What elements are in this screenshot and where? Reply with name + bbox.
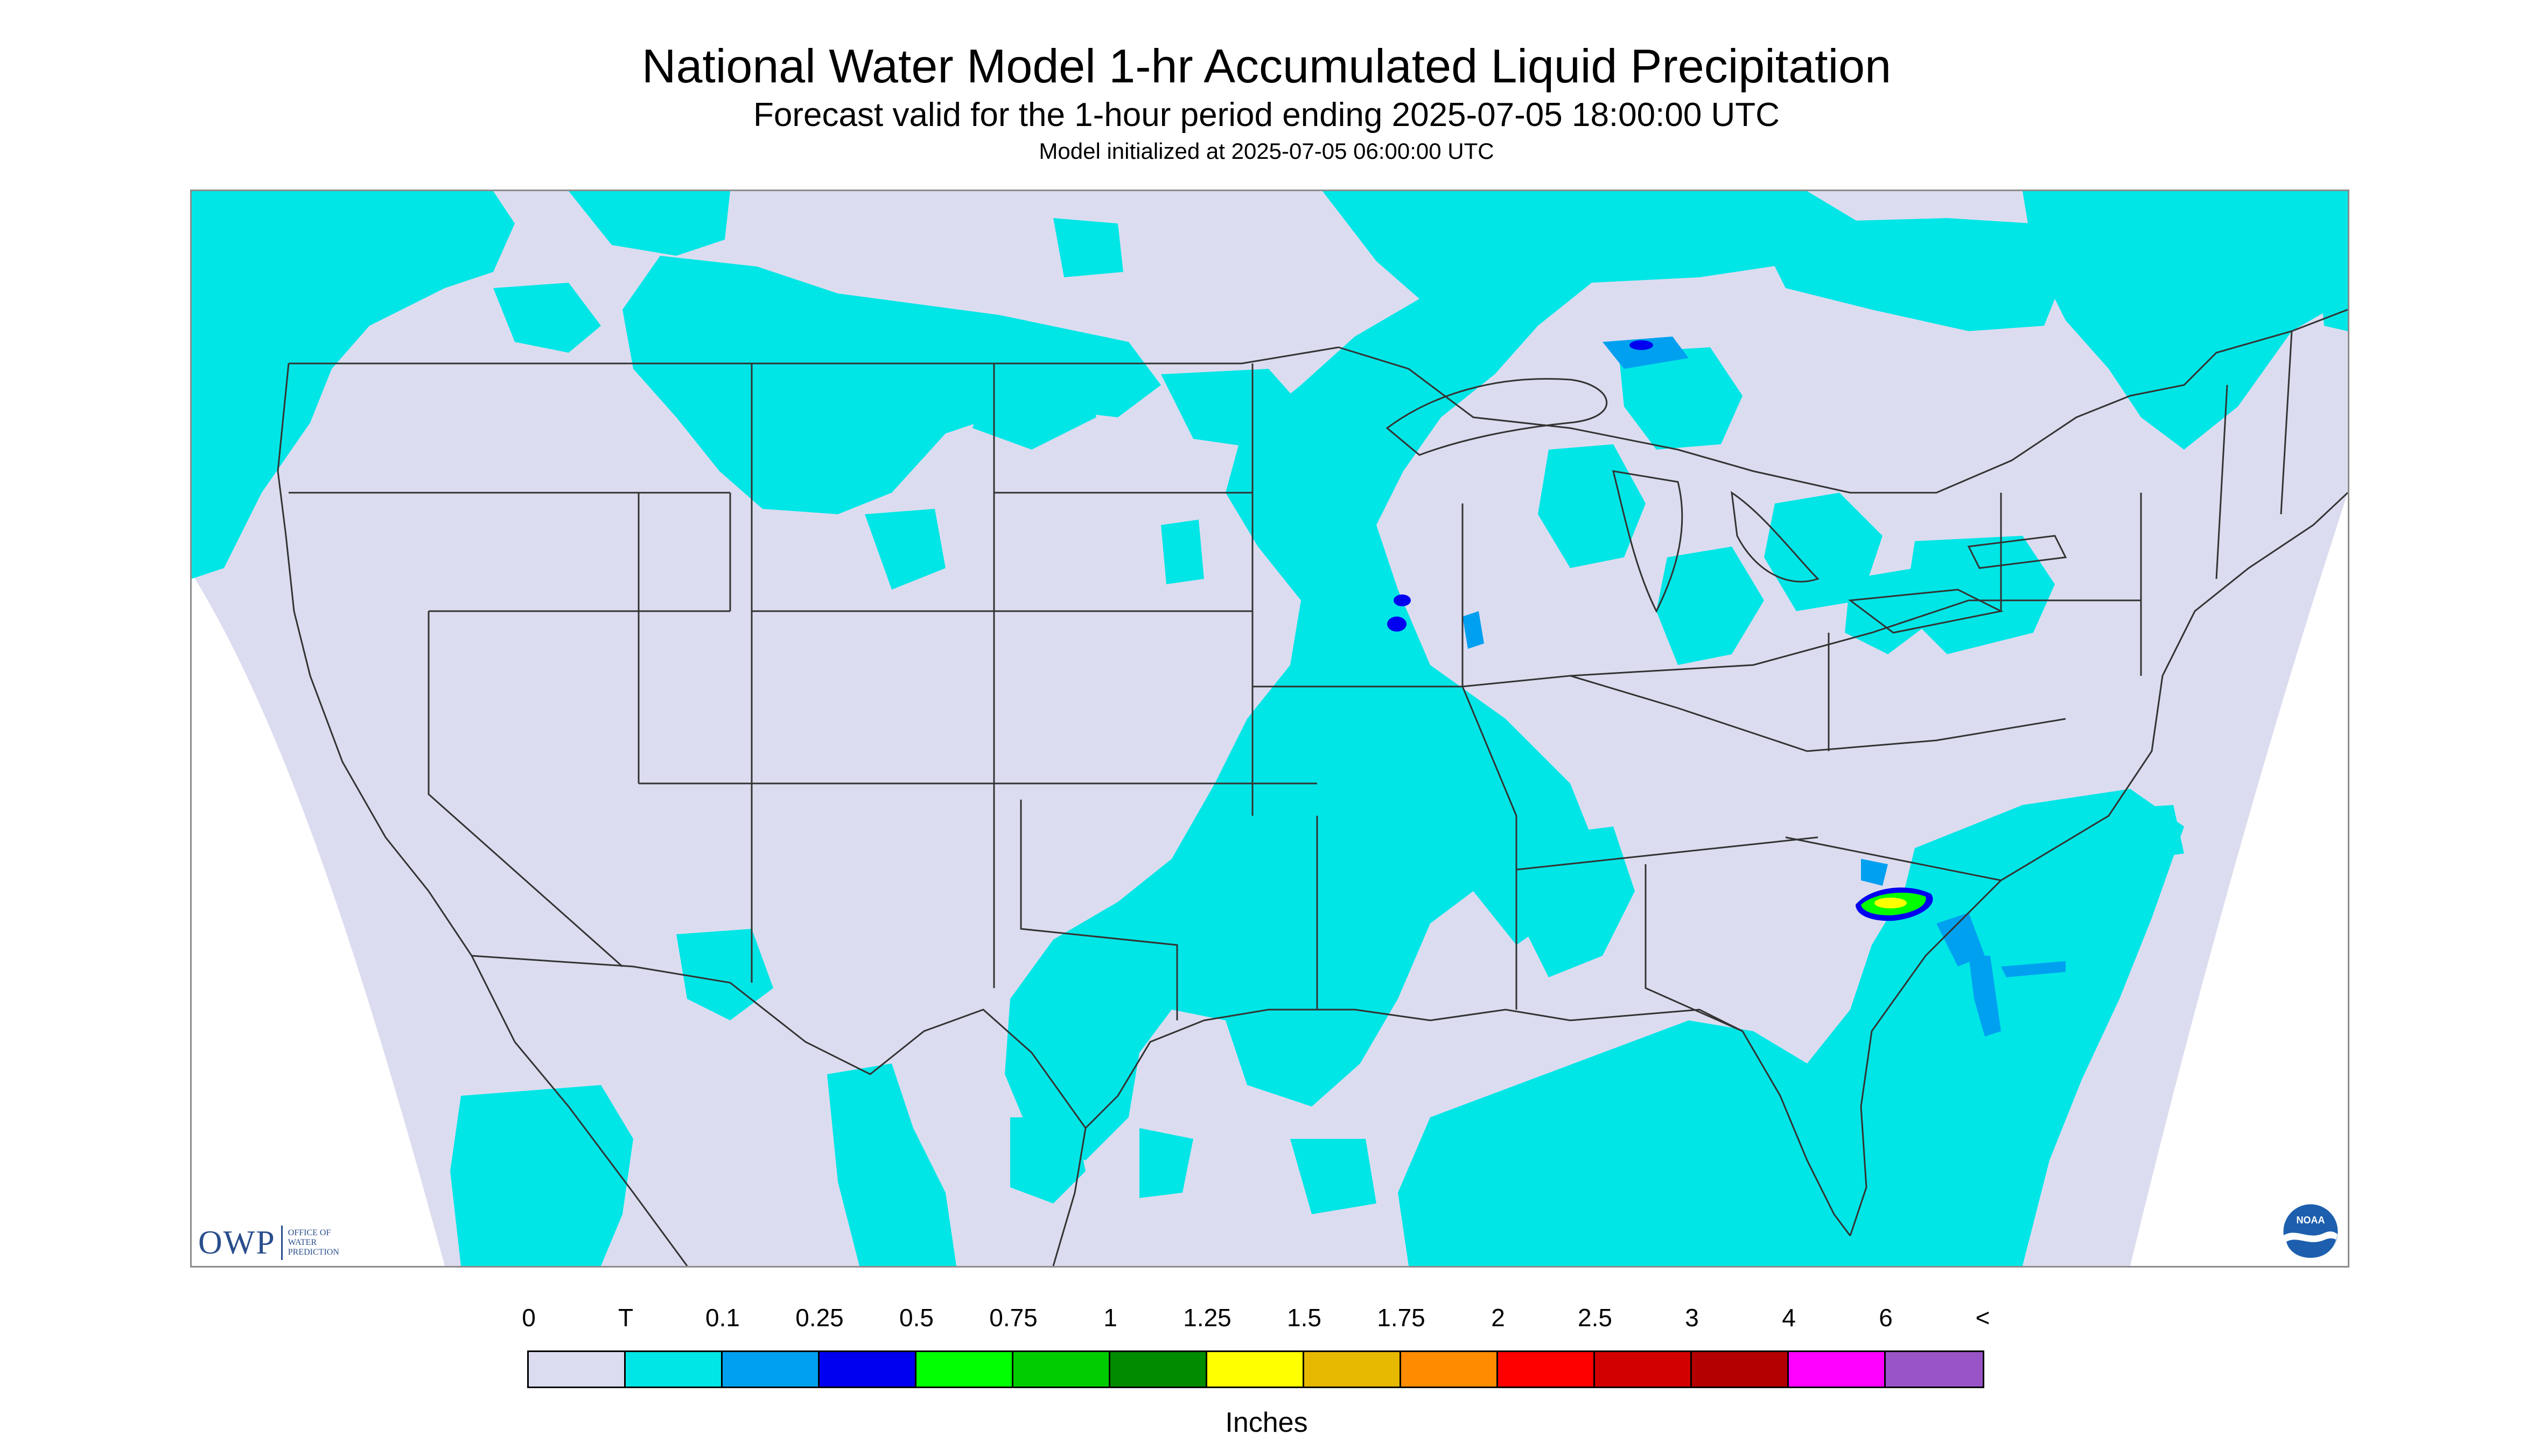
- trace-precip-areas: [192, 191, 2348, 1266]
- legend-colorbar: [527, 1350, 1984, 1388]
- legend-label: 1.75: [1377, 1304, 1425, 1332]
- legend-label: 1.5: [1287, 1304, 1321, 1332]
- legend-label: 0: [522, 1304, 536, 1332]
- legend-label: 1.25: [1183, 1304, 1231, 1332]
- legend-swatch: [1498, 1352, 1595, 1387]
- legend-swatch: [529, 1352, 626, 1387]
- owp-logo-subtitle: OFFICE OF WATER PREDICTION: [288, 1228, 339, 1257]
- legend-label: 2: [1491, 1304, 1505, 1332]
- legend-swatch: [723, 1352, 820, 1387]
- owp-logo-divider: [281, 1226, 283, 1260]
- legend-swatch: [1304, 1352, 1401, 1387]
- forecast-valid-subtitle: Forecast valid for the 1-hour period end…: [753, 96, 1780, 134]
- legend-label: 4: [1782, 1304, 1796, 1332]
- light-precip-areas: [1463, 337, 2066, 1037]
- legend-label: 2.5: [1578, 1304, 1612, 1332]
- legend-units-label: Inches: [1225, 1407, 1308, 1438]
- map-title: National Water Model 1-hr Accumulated Li…: [641, 39, 1892, 93]
- legend-label: T: [618, 1304, 634, 1332]
- legend-label: 1: [1103, 1304, 1117, 1332]
- legend-swatch: [1013, 1352, 1110, 1387]
- legend-swatch: [1110, 1352, 1207, 1387]
- legend-label: <: [1975, 1304, 1990, 1332]
- legend-labels: 0 T 0.1 0.25 0.5 0.75 1 1.25 1.5 1.75 2 2.5 3 4 6 <: [0, 1303, 2533, 1335]
- legend-label: 3: [1685, 1304, 1699, 1332]
- legend-swatch: [1789, 1352, 1886, 1387]
- legend-label: 0.75: [989, 1304, 1038, 1332]
- legend-label: 6: [1879, 1304, 1893, 1332]
- owp-logo-letters: OWP: [198, 1224, 276, 1261]
- owp-sub-line: WATER: [288, 1238, 317, 1247]
- noaa-logo-icon: NOAA: [2282, 1202, 2340, 1261]
- noaa-logo-text: NOAA: [2297, 1215, 2325, 1226]
- legend-label: 0.25: [795, 1304, 844, 1332]
- precipitation-map[interactable]: [190, 190, 2349, 1268]
- legend-swatch: [1401, 1352, 1498, 1387]
- legend-swatch: [626, 1352, 723, 1387]
- legend-swatch: [1207, 1352, 1304, 1387]
- legend-swatch: [1595, 1352, 1692, 1387]
- owp-sub-line: OFFICE OF: [288, 1228, 331, 1237]
- legend-swatch: [1692, 1352, 1789, 1387]
- legend-swatch: [820, 1352, 916, 1387]
- map-canvas: [192, 191, 2348, 1266]
- owp-logo: OWP OFFICE OF WATER PREDICTION: [198, 1221, 339, 1264]
- legend-label: 0.1: [705, 1304, 740, 1332]
- legend-label: 0.5: [899, 1304, 934, 1332]
- model-initialized-line: Model initialized at 2025-07-05 06:00:00…: [1039, 138, 1494, 164]
- legend-swatch: [916, 1352, 1013, 1387]
- legend-swatch: [1886, 1352, 1983, 1387]
- boundary-lines: [277, 309, 2348, 1266]
- heavy-precip-cells: [1387, 340, 1933, 921]
- owp-sub-line: PREDICTION: [288, 1248, 339, 1257]
